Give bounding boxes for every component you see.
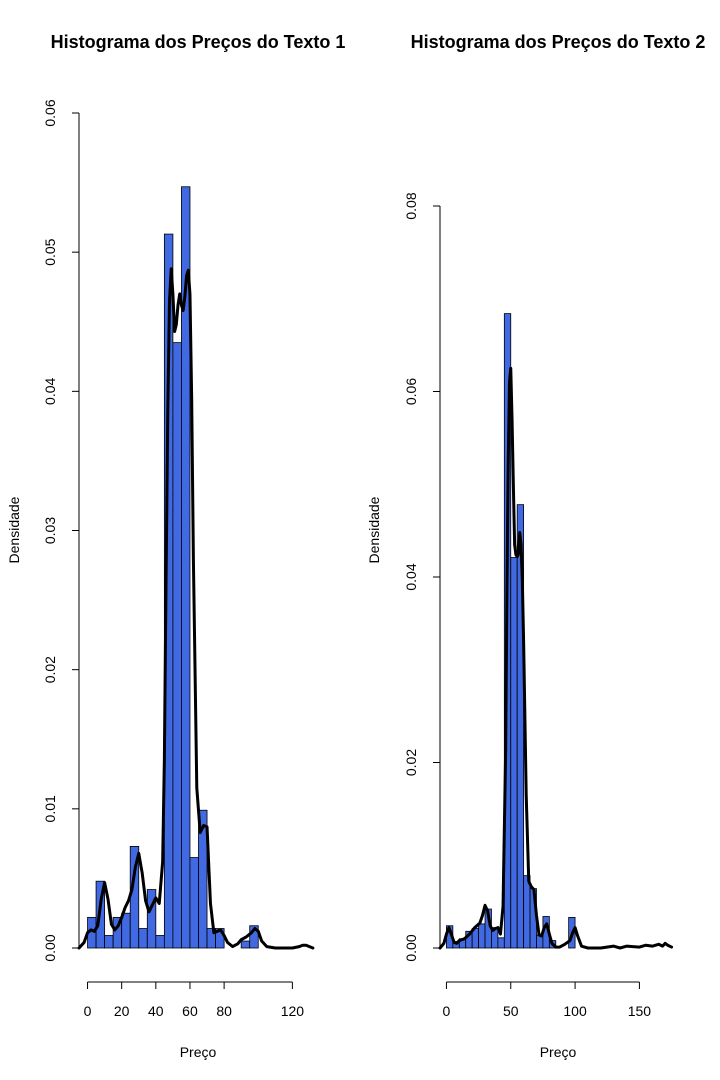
y-tick-label: 0.00 <box>403 934 419 961</box>
y-tick-label: 0.02 <box>42 656 58 683</box>
y-tick-label: 0.02 <box>403 749 419 776</box>
y-tick-label: 0.01 <box>42 795 58 822</box>
x-tick-label: 20 <box>114 1003 130 1019</box>
x-tick-label: 40 <box>148 1003 164 1019</box>
histogram-bar <box>138 928 148 949</box>
y-axis-label: Densidade <box>366 496 382 563</box>
histogram-bar <box>510 557 518 949</box>
histogram-bar <box>155 935 165 949</box>
chart-title: Histograma dos Preços do Texto 1 <box>51 32 346 52</box>
x-axis: 0 50 100 150 <box>443 981 652 1019</box>
histogram-panel-texto-2: Histograma dos Preços do Texto 2 Densida… <box>366 32 705 1060</box>
x-tick-label: 150 <box>628 1003 652 1019</box>
y-tick-label: 0.08 <box>403 192 419 219</box>
y-tick-label: 0.06 <box>42 99 58 126</box>
density-curve <box>438 366 674 950</box>
density-line <box>77 267 315 950</box>
density-line <box>438 366 674 950</box>
x-tick-label: 60 <box>182 1003 198 1019</box>
histogram-bar <box>172 342 182 949</box>
histogram-bar <box>523 875 531 949</box>
y-tick-label: 0.04 <box>403 563 419 590</box>
y-tick-label: 0.06 <box>403 378 419 405</box>
y-axis: 0.00 0.02 0.04 0.06 0.08 <box>403 192 441 962</box>
x-axis: 0 20 40 60 80 120 <box>84 981 305 1019</box>
histogram-bar <box>104 935 114 949</box>
x-tick-label: 0 <box>84 1003 92 1019</box>
x-tick-label: 50 <box>503 1003 519 1019</box>
x-tick-label: 0 <box>443 1003 451 1019</box>
histogram-bar <box>146 889 157 949</box>
y-axis: 0.00 0.01 0.02 0.03 0.04 0.05 0.06 <box>42 99 80 962</box>
histogram-bar <box>478 923 486 949</box>
x-axis-label: Preço <box>540 1044 577 1060</box>
histogram-bar <box>121 912 131 949</box>
y-tick-label: 0.03 <box>42 517 58 544</box>
histogram-bar <box>198 809 208 949</box>
x-tick-label: 80 <box>216 1003 232 1019</box>
x-tick-label: 120 <box>281 1003 305 1019</box>
histogram-bar <box>240 940 251 949</box>
density-curve <box>77 267 315 950</box>
chart-title: Histograma dos Preços do Texto 2 <box>411 32 706 52</box>
y-tick-label: 0.04 <box>42 377 58 404</box>
x-tick-label: 100 <box>563 1003 587 1019</box>
x-axis-label: Preço <box>180 1044 217 1060</box>
histogram-panel-texto-1: Histograma dos Preços do Texto 1 Densida… <box>6 32 345 1060</box>
y-tick-label: 0.00 <box>42 934 58 961</box>
histogram-bar <box>497 937 505 949</box>
histogram-bar <box>181 186 191 949</box>
y-tick-label: 0.05 <box>42 238 58 265</box>
histogram-bar <box>189 857 199 949</box>
histogram-bar <box>249 925 259 949</box>
y-axis-label: Densidade <box>6 496 22 563</box>
bars <box>87 186 259 949</box>
